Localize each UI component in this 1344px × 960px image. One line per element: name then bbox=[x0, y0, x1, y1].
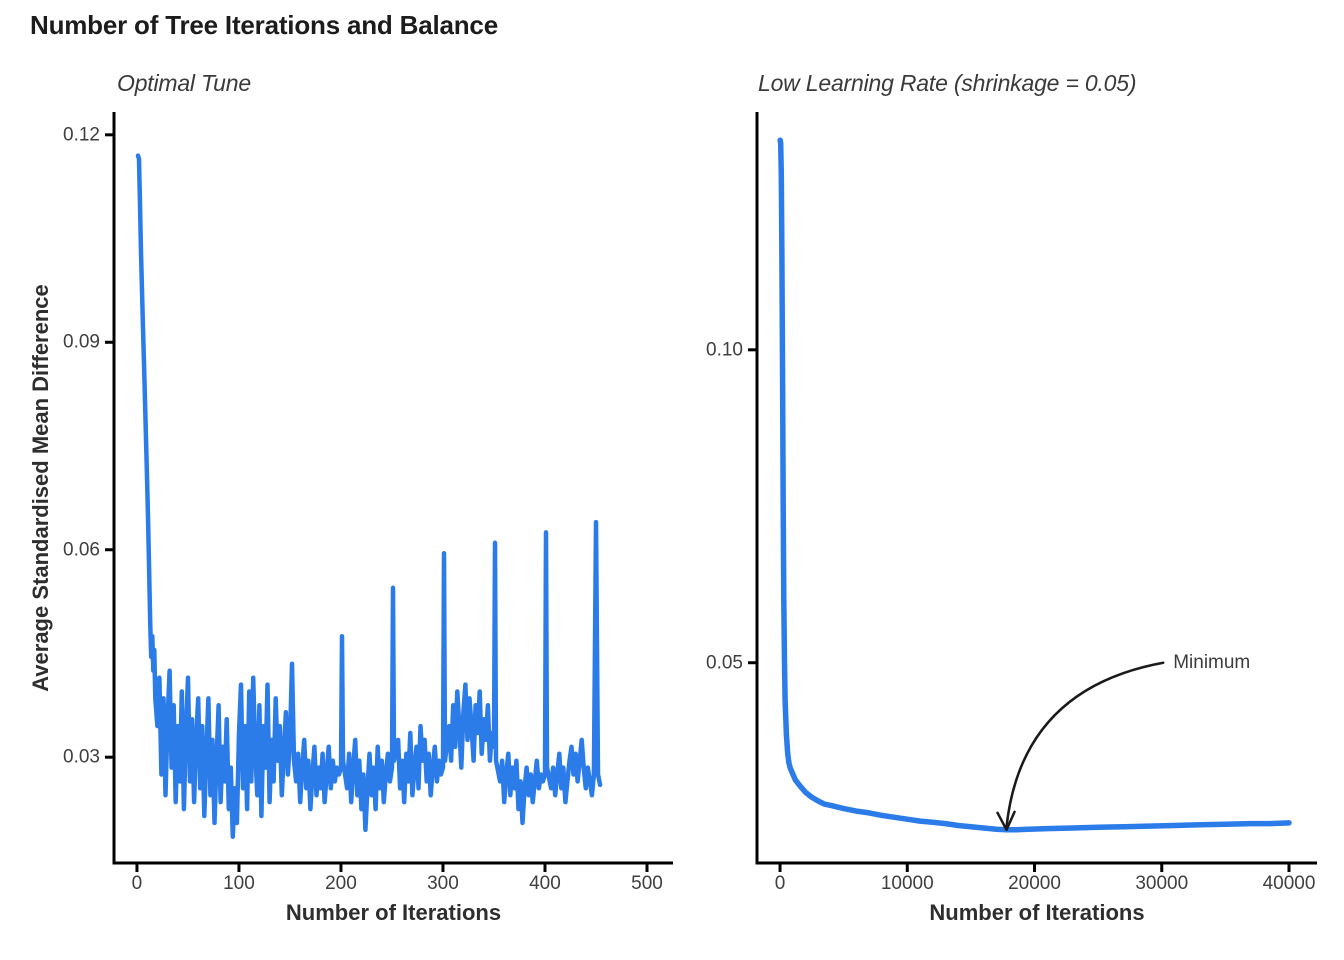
x-tick-label: 0 bbox=[774, 873, 786, 894]
y-tick-label: 0.10 bbox=[706, 339, 743, 361]
low-learning-rate-series-line bbox=[777, 137, 1292, 833]
optimal-tune-series-line bbox=[135, 153, 603, 839]
x-tick-label: 0 bbox=[131, 873, 143, 894]
x-tick-label: 200 bbox=[325, 873, 357, 894]
x-tick-label: 40000 bbox=[1262, 873, 1316, 894]
x-tick-label: 400 bbox=[529, 873, 561, 894]
annotation-minimum-label: Minimum bbox=[1173, 651, 1251, 673]
y-axis-title: Average Standardised Mean Difference bbox=[28, 284, 53, 692]
x-axis-title-right: Number of Iterations bbox=[929, 900, 1145, 925]
x-tick-label: 500 bbox=[631, 873, 663, 894]
x-tick-label: 30000 bbox=[1135, 873, 1189, 894]
annotation-arrowhead bbox=[996, 810, 1016, 832]
x-axis-title-left: Number of Iterations bbox=[285, 900, 502, 925]
page-title: Number of Tree Iterations and Balance bbox=[30, 10, 498, 40]
y-tick-label: 0.03 bbox=[63, 746, 100, 768]
y-tick-label: 0.05 bbox=[706, 652, 743, 674]
y-tick-label: 0.06 bbox=[63, 539, 100, 561]
x-tick-label: 300 bbox=[427, 873, 459, 894]
y-tick-label: 0.09 bbox=[63, 331, 100, 353]
panel-title-optimal-tune: Optimal Tune bbox=[117, 70, 251, 96]
panel-title-low-learning-rate: Low Learning Rate (shrinkage = 0.05) bbox=[758, 70, 1137, 96]
annotation-arrow bbox=[1005, 661, 1165, 829]
x-tick-label: 10000 bbox=[880, 873, 934, 894]
y-tick-label: 0.12 bbox=[63, 124, 100, 146]
x-tick-label: 100 bbox=[223, 873, 255, 894]
x-tick-label: 20000 bbox=[1008, 873, 1061, 894]
